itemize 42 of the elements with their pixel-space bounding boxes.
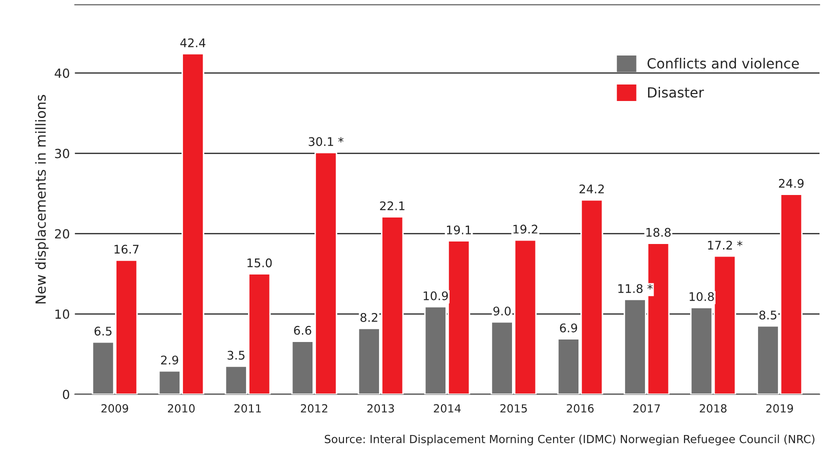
- data-label: 42.4: [180, 38, 206, 48]
- data-label: 3.5: [228, 350, 244, 360]
- x-tick-label: 2009: [101, 404, 128, 413]
- data-label: 17.2 *: [708, 240, 742, 250]
- y-tick-label: 20: [55, 229, 70, 239]
- y-axis-title: New displacements in millions: [35, 94, 49, 304]
- data-label: 16.7: [114, 244, 139, 254]
- y-tick-label: 40: [54, 68, 70, 78]
- data-label: 9.0: [493, 306, 511, 316]
- source-note: Source: Interal Displacement Morning Center (IDMC) Norwegian Refuegee Council (NRC): [324, 434, 814, 446]
- y-tick-label: 10: [55, 309, 70, 319]
- data-label: 19.2: [513, 224, 538, 234]
- data-label: 6.6: [294, 326, 312, 335]
- data-label: 6.5: [94, 326, 112, 336]
- x-tick-label: 2011: [234, 404, 261, 413]
- data-label: 30.1 *: [308, 137, 344, 146]
- x-tick-label: 2018: [700, 404, 727, 413]
- data-label: 15.0: [248, 258, 272, 268]
- x-tick-label: 2013: [367, 404, 394, 413]
- data-label: 6.9: [560, 323, 578, 332]
- data-label: 11.8 *: [618, 284, 653, 294]
- x-tick-label: 2014: [434, 404, 461, 413]
- y-tick-label: 0: [62, 390, 70, 400]
- x-tick-label: 2016: [566, 404, 594, 413]
- data-label: 22.1: [380, 201, 404, 210]
- data-label: 19.1: [446, 225, 471, 234]
- x-tick-label: 2017: [633, 404, 660, 413]
- data-label: 24.9: [778, 178, 804, 188]
- legend-label: Conflicts and violence: [648, 58, 799, 69]
- data-label: 10.8: [690, 292, 714, 302]
- data-label: 10.9: [424, 291, 448, 300]
- x-tick-label: 2010: [168, 404, 195, 413]
- x-tick-label: 2015: [500, 404, 527, 413]
- legend-label: Disaster: [648, 86, 704, 98]
- data-label: 2.9: [161, 356, 178, 365]
- data-label: 8.5: [759, 310, 776, 320]
- data-label: 18.8: [646, 228, 671, 237]
- data-label: 24.2: [580, 184, 604, 194]
- x-tick-label: 2019: [766, 404, 793, 413]
- y-tick-label: 30: [55, 148, 70, 158]
- data-label: 8.2: [360, 313, 378, 322]
- x-tick-label: 2012: [300, 404, 328, 413]
